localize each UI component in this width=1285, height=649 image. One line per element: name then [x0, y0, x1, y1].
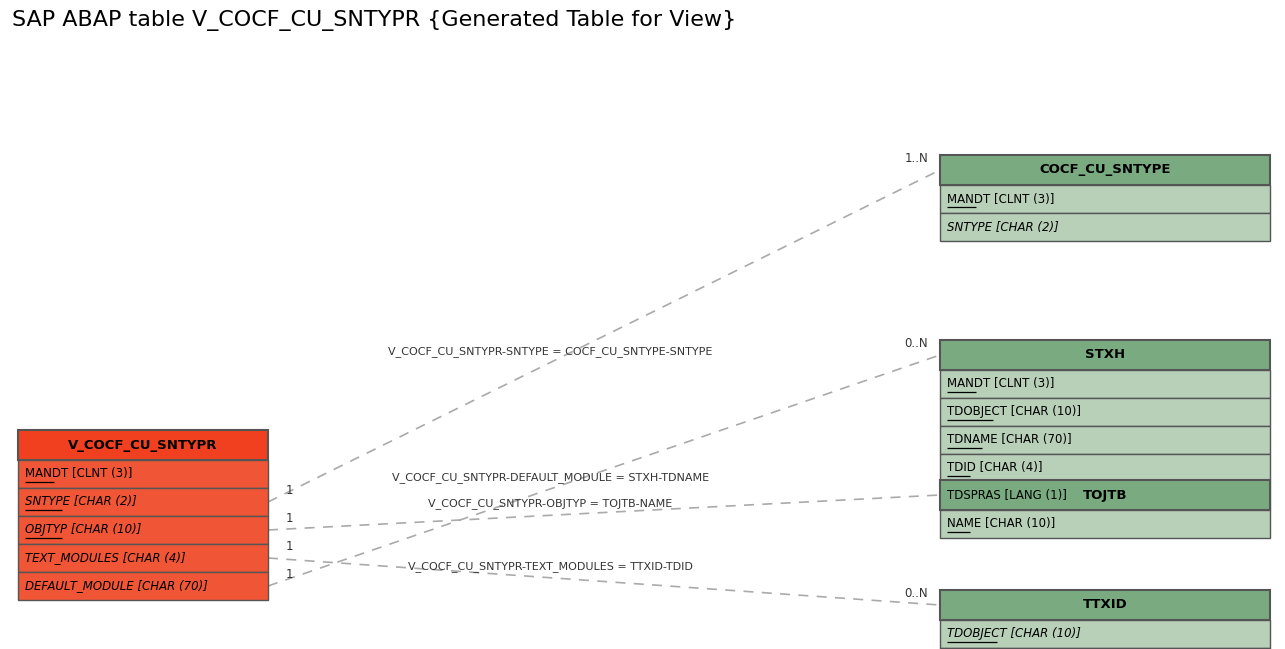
Text: NAME [CHAR (10)]: NAME [CHAR (10)] — [947, 517, 1055, 530]
Bar — [18, 460, 269, 488]
Bar — [941, 398, 1270, 426]
Text: 0..N: 0..N — [905, 337, 928, 350]
Bar — [941, 426, 1270, 454]
Bar — [18, 488, 269, 516]
Bar — [18, 572, 269, 600]
Bar — [941, 155, 1270, 185]
Text: COCF_CU_SNTYPE: COCF_CU_SNTYPE — [1040, 164, 1171, 177]
Bar — [18, 516, 269, 544]
Bar — [941, 340, 1270, 370]
Text: V_COCF_CU_SNTYPR-TEXT_MODULES = TTXID-TDID: V_COCF_CU_SNTYPR-TEXT_MODULES = TTXID-TD… — [407, 561, 693, 572]
Text: MANDT [CLNT (3)]: MANDT [CLNT (3)] — [947, 378, 1055, 391]
Text: DEFAULT_MODULE [CHAR (70)]: DEFAULT_MODULE [CHAR (70)] — [24, 580, 208, 593]
Text: SNTYPE [CHAR (2)]: SNTYPE [CHAR (2)] — [24, 495, 136, 509]
Text: SAP ABAP table V_COCF_CU_SNTYPR {Generated Table for View}: SAP ABAP table V_COCF_CU_SNTYPR {Generat… — [12, 10, 736, 31]
Text: V_COCF_CU_SNTYPR-SNTYPE = COCF_CU_SNTYPE-SNTYPE: V_COCF_CU_SNTYPR-SNTYPE = COCF_CU_SNTYPE… — [388, 346, 712, 356]
Text: TDID [CHAR (4)]: TDID [CHAR (4)] — [947, 461, 1042, 474]
Bar — [941, 370, 1270, 398]
Text: 1: 1 — [287, 540, 293, 553]
Bar — [941, 510, 1270, 538]
Bar — [941, 482, 1270, 510]
Text: 1: 1 — [287, 568, 293, 581]
Bar — [941, 620, 1270, 648]
Text: TDOBJECT [CHAR (10)]: TDOBJECT [CHAR (10)] — [947, 628, 1081, 641]
Bar — [941, 590, 1270, 620]
Bar — [18, 430, 269, 460]
Bar — [941, 213, 1270, 241]
Bar — [941, 454, 1270, 482]
Text: MANDT [CLNT (3)]: MANDT [CLNT (3)] — [947, 193, 1055, 206]
Text: TEXT_MODULES [CHAR (4)]: TEXT_MODULES [CHAR (4)] — [24, 552, 185, 565]
Bar — [941, 480, 1270, 510]
Text: 1..N: 1..N — [905, 152, 928, 165]
Bar — [941, 185, 1270, 213]
Bar — [941, 648, 1270, 649]
Text: TOJTB: TOJTB — [1083, 489, 1127, 502]
Text: V_COCF_CU_SNTYPR-DEFAULT_MODULE = STXH-TDNAME: V_COCF_CU_SNTYPR-DEFAULT_MODULE = STXH-T… — [392, 472, 709, 483]
Text: TDOBJECT [CHAR (10)]: TDOBJECT [CHAR (10)] — [947, 406, 1081, 419]
Text: V_COCF_CU_SNTYPR: V_COCF_CU_SNTYPR — [68, 439, 217, 452]
Text: TDNAME [CHAR (70)]: TDNAME [CHAR (70)] — [947, 434, 1072, 447]
Text: SNTYPE [CHAR (2)]: SNTYPE [CHAR (2)] — [947, 221, 1059, 234]
Bar — [18, 544, 269, 572]
Text: OBJTYP [CHAR (10)]: OBJTYP [CHAR (10)] — [24, 524, 141, 537]
Text: MANDT [CLNT (3)]: MANDT [CLNT (3)] — [24, 467, 132, 480]
Text: V_COCF_CU_SNTYPR-OBJTYP = TOJTB-NAME: V_COCF_CU_SNTYPR-OBJTYP = TOJTB-NAME — [428, 498, 672, 509]
Text: 1: 1 — [287, 484, 293, 497]
Text: 1: 1 — [287, 512, 293, 525]
Text: TTXID: TTXID — [1083, 598, 1127, 611]
Text: TDSPRAS [LANG (1)]: TDSPRAS [LANG (1)] — [947, 489, 1067, 502]
Text: STXH: STXH — [1085, 349, 1126, 361]
Text: 0..N: 0..N — [905, 587, 928, 600]
